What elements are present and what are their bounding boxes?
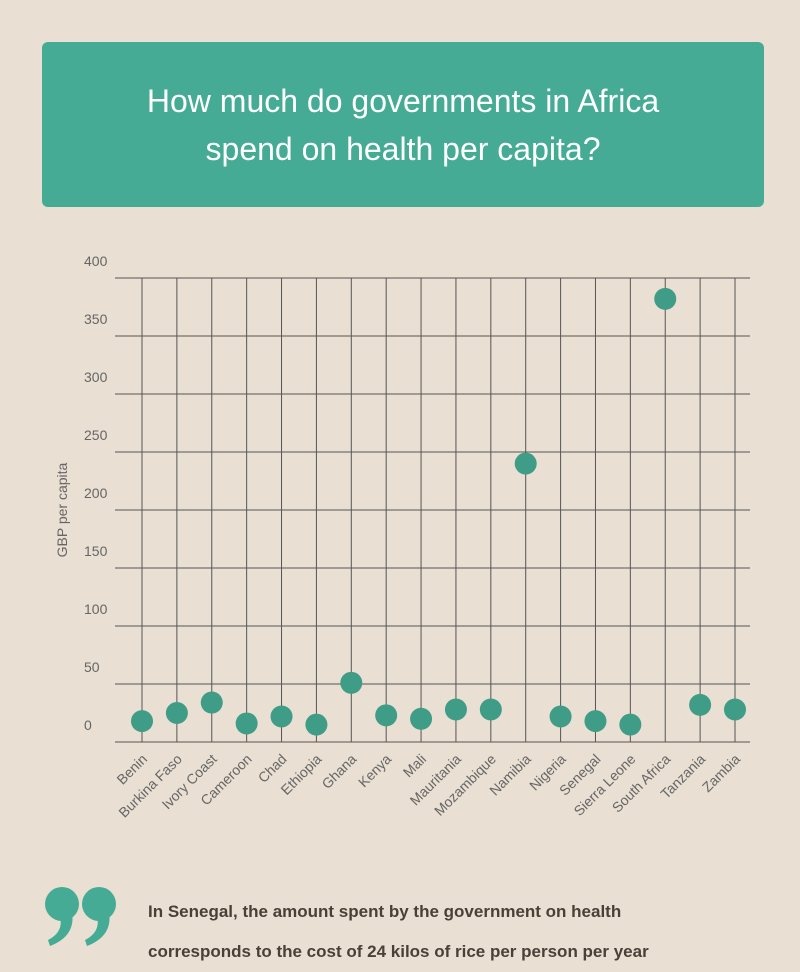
quote-mark (45, 887, 116, 946)
x-tick-label: Zambia (699, 751, 743, 795)
dot (689, 693, 712, 716)
y-tick-label: 250 (84, 427, 108, 443)
chart-title: How much do governments in Africa spend … (146, 82, 660, 167)
dot (131, 710, 153, 733)
y-tick-label: 350 (84, 311, 108, 327)
dot (654, 287, 677, 310)
dot (375, 704, 398, 727)
dot (724, 698, 746, 721)
x-tick-label: Ghana (318, 751, 359, 792)
y-tick-label: 300 (84, 369, 108, 385)
x-tick-label: Mali (400, 751, 429, 780)
dot (270, 705, 293, 728)
y-tick-label: 200 (84, 485, 108, 501)
dot (200, 691, 223, 714)
x-tick-label: Kenya (355, 751, 395, 791)
dot (619, 713, 642, 736)
dot (235, 712, 258, 735)
title-box: How much do governments in Africa spend … (42, 42, 764, 207)
y-tick-label: 150 (84, 543, 108, 559)
dot (514, 452, 537, 475)
y-axis-label: GBP per capita (54, 462, 70, 557)
dot (549, 705, 572, 728)
dot (584, 710, 607, 733)
annotation: corresponds to the cost of 24 kilos of r… (148, 942, 649, 961)
dot (444, 698, 467, 721)
dot (410, 707, 433, 730)
annotation: In Senegal, the amount spent by the gove… (148, 902, 622, 921)
dot (340, 671, 363, 694)
y-tick-label: 100 (84, 601, 108, 617)
y-tick-label: 0 (84, 717, 92, 733)
dot (305, 713, 328, 736)
y-tick-label: 400 (84, 253, 108, 269)
dot (479, 698, 502, 721)
dot (165, 702, 188, 724)
y-tick-label: 50 (84, 659, 100, 675)
